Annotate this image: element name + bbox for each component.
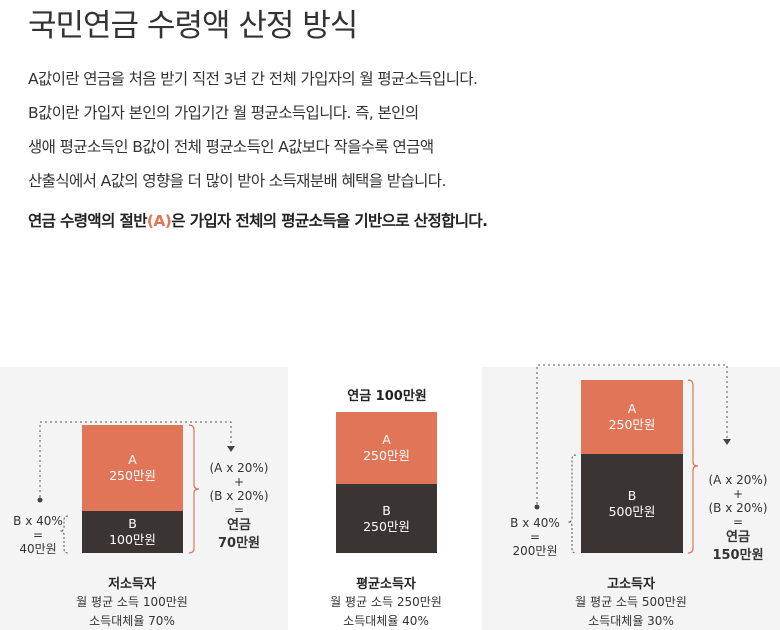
avg-bar-b: B 250만원 [336,484,437,553]
description-line-2: B값이란 가입자 본인의 가입기간 월 평균소득입니다. 즉, 본인의 [28,104,419,122]
low-pension-amount: 70만원 [217,536,260,551]
low-bar-b-value: 100만원 [109,532,156,547]
description-line-1: A값이란 연금을 처음 받기 직전 3년 간 전체 가입자의 월 평균소득입니다… [28,70,478,88]
low-connector-arrow [227,446,235,452]
high-bar-a-value: 250만원 [608,417,656,432]
high-bar-b: B 500만원 [581,454,683,553]
low-caption-ratio: 소득대체율 70% [89,614,175,628]
high-bar-a-label: A [627,401,637,416]
high-right-formula-1: (A x 20%) [708,473,768,487]
summary-after: 은 가입자 전체의 평균소득을 기반으로 산정합니다. [171,212,488,230]
summary-highlight: (A) [146,212,172,230]
low-right-brace [188,424,200,554]
high-left-formula-3: 200만원 [512,544,558,558]
page-title: 국민연금 수령액 산정 방식 [28,8,358,44]
high-right-formula-3: (B x 20%) [708,501,768,515]
high-caption-ratio: 소득대체율 30% [588,614,674,628]
high-caption-income: 월 평균 소득 500만원 [575,595,687,609]
avg-bar-a-value: 250만원 [363,448,410,463]
high-left-formula-1: B x 40% [510,516,560,530]
low-caption-income: 월 평균 소득 100만원 [76,595,188,609]
low-right-formula-1: (A x 20%) [209,461,269,475]
high-pension-label: 연금 [726,530,750,545]
low-bar-a-label: A [128,452,137,467]
low-left-brace [59,515,69,554]
low-left-formula-3: 40만원 [19,542,57,556]
high-right-formula: (A x 20%) + (B x 20%) = 연금 150만원 [700,473,776,563]
low-right-formula-4: = [233,503,245,517]
low-right-formula-2: + [233,475,245,489]
low-pension-label: 연금 [227,518,251,533]
low-bar-b: B 100만원 [82,511,183,553]
avg-bar-a-label: A [382,432,391,447]
low-left-formula-1: B x 40% [13,514,63,528]
high-bar-a: A 250만원 [581,380,683,454]
avg-bar-a: A 250만원 [336,412,437,484]
high-connector [536,364,728,504]
avg-caption-name: 평균소득자 [356,577,416,592]
low-right-formula-3: (B x 20%) [209,489,269,503]
low-left-formula: B x 40% = 40만원 [2,514,74,556]
high-connector-dot [534,504,540,510]
high-bar-b-value: 500만원 [608,503,656,519]
low-connector [39,421,232,497]
high-right-formula-2: + [732,487,744,501]
high-bar-b-label: B [627,487,637,503]
avg-bar-b-value: 250만원 [363,518,410,534]
high-caption-name: 고소득자 [607,577,655,592]
summary-statement: 연금 수령액의 절반(A)은 가입자 전체의 평균소득을 기반으로 산정합니다. [28,209,488,231]
avg-top-label: 연금 100만원 [347,389,427,404]
high-right-formula-4: = [732,515,744,529]
low-bar-b-label: B [128,516,137,531]
high-right-brace [687,379,699,554]
avg-caption-income: 월 평균 소득 250만원 [330,595,442,609]
avg-caption-ratio: 소득대체율 40% [343,614,429,628]
low-left-formula-2: = [32,528,44,542]
avg-bar-b-label: B [382,502,391,518]
low-caption-name: 저소득자 [108,577,156,592]
summary-before: 연금 수령액의 절반 [28,212,147,230]
low-connector-dot [37,497,43,503]
description-line-3: 생애 평균소득인 B값이 전체 평균소득인 A값보다 작을수록 연금액 [28,138,434,156]
high-left-brace [567,454,577,554]
low-bar-a-value: 250만원 [109,468,156,483]
high-left-formula-2: = [529,530,541,544]
high-pension-amount: 150만원 [712,548,764,563]
description-line-4: 산출식에서 A값의 영향을 더 많이 받아 소득재분배 혜택을 받습니다. [28,172,446,190]
low-bar-a: A 250만원 [82,425,183,511]
high-left-formula: B x 40% = 200만원 [498,516,572,558]
low-right-formula: (A x 20%) + (B x 20%) = 연금 70만원 [200,461,278,551]
high-connector-arrow [723,439,731,445]
